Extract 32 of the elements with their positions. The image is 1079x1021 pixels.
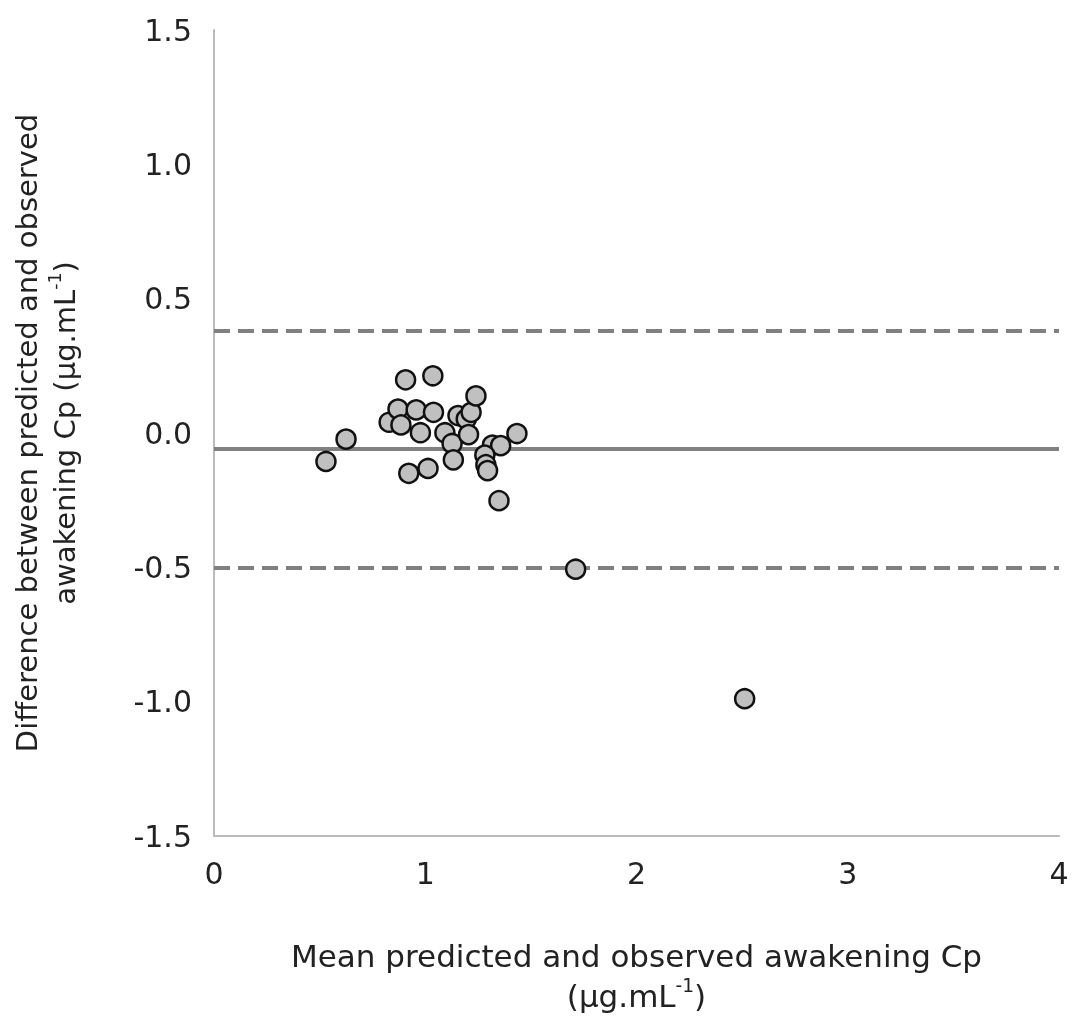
point — [398, 462, 420, 485]
point — [733, 687, 756, 710]
point — [405, 399, 427, 421]
point — [394, 369, 417, 391]
point — [489, 434, 512, 457]
y-tick-label: -1.0 — [133, 684, 192, 720]
point — [390, 414, 412, 436]
point — [465, 385, 487, 407]
point — [335, 428, 357, 450]
point — [506, 422, 528, 445]
point — [409, 421, 432, 444]
point — [315, 450, 337, 473]
point — [422, 365, 444, 387]
x-tick-label: 2 — [626, 855, 647, 891]
y-tick-label: 0.5 — [144, 281, 192, 317]
y-tick-label: 1.5 — [144, 12, 192, 48]
point — [488, 489, 510, 512]
x-tick-label: 0 — [204, 855, 224, 891]
point — [442, 449, 465, 471]
point — [476, 459, 499, 482]
point — [564, 558, 587, 580]
point — [457, 423, 480, 446]
point — [460, 401, 482, 424]
y-tick-label: 0.0 — [144, 415, 192, 451]
x-tick-label: 3 — [838, 855, 858, 891]
x-tick-label: 1 — [415, 855, 435, 891]
x-tick-label: 4 — [1049, 855, 1069, 891]
point — [422, 401, 445, 424]
y-tick-label: -1.5 — [133, 818, 192, 854]
y-tick-label: -0.5 — [133, 549, 192, 585]
point — [417, 457, 439, 480]
y-tick-label: 1.0 — [144, 146, 192, 182]
